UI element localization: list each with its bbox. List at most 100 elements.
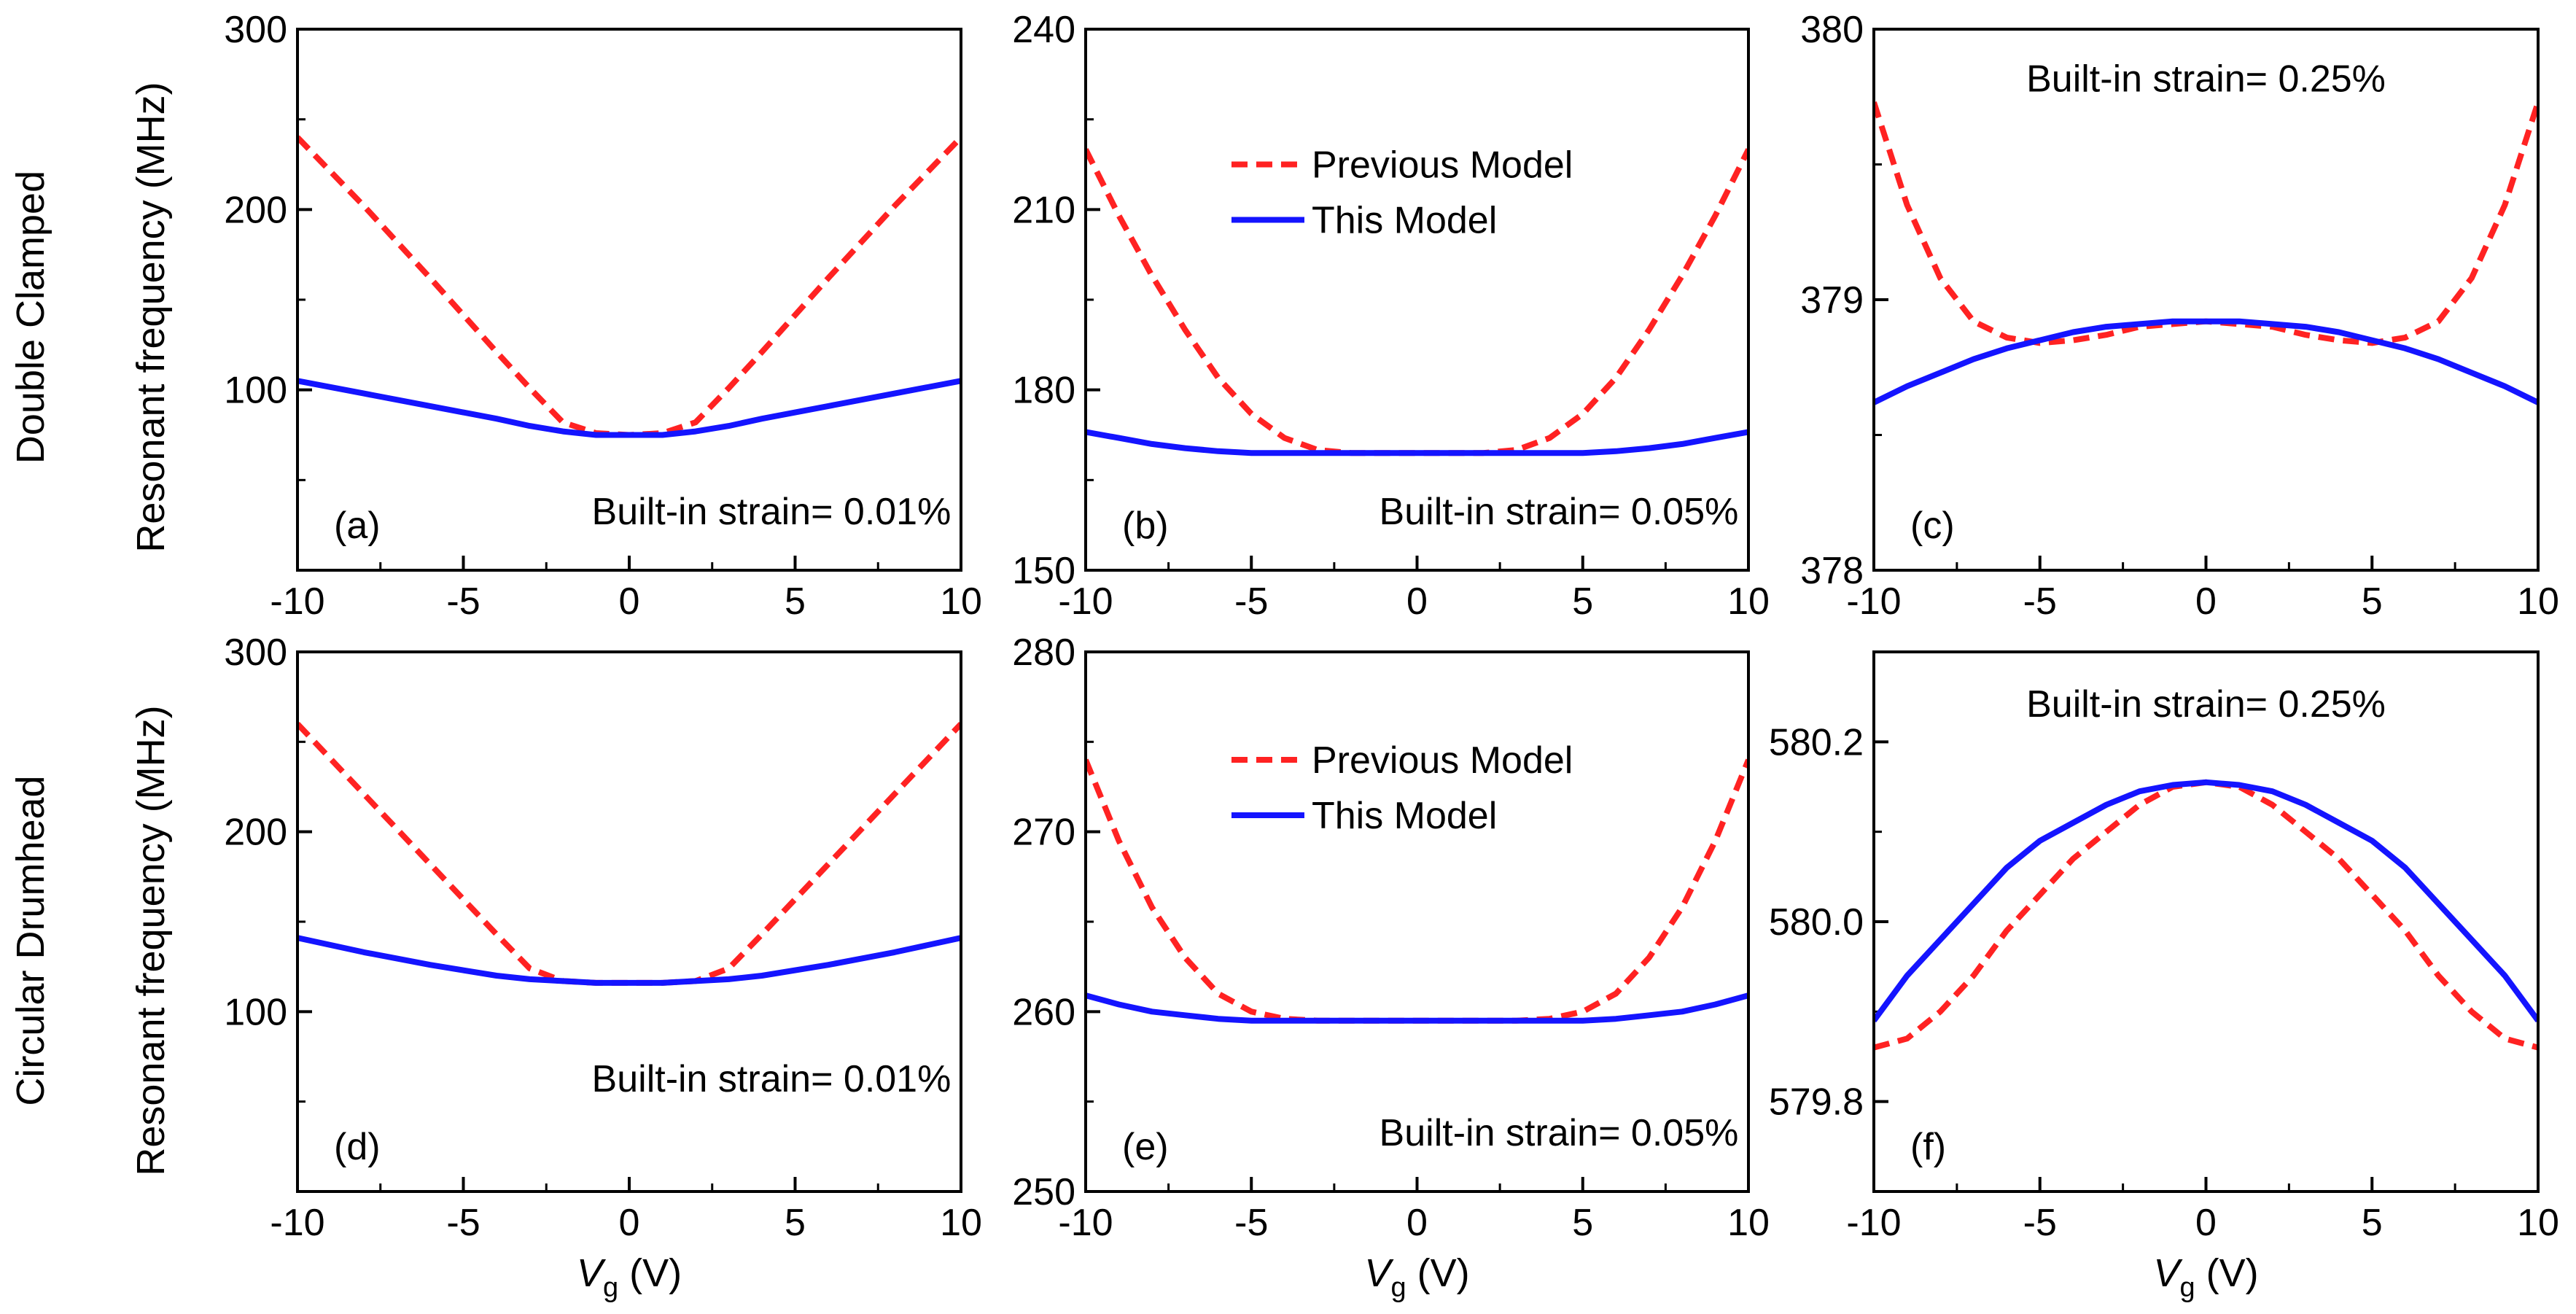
x-tick-label: 0	[1406, 1202, 1428, 1244]
y-tick-label: 180	[1012, 370, 1075, 412]
x-tick-label: -10	[1058, 1202, 1113, 1244]
legend: Previous Model This Model	[1231, 144, 1573, 242]
x-axis-label-subscript: g	[2179, 1272, 2195, 1303]
x-tick-label: -5	[2023, 580, 2057, 623]
series-group	[1874, 779, 2538, 1051]
x-axis-label-unit: (V)	[2195, 1251, 2259, 1295]
plot-frame	[296, 28, 962, 572]
x-tick-label: 10	[2517, 1202, 2559, 1244]
x-axis-label: Vg (V)	[2153, 1251, 2258, 1303]
x-tick-label: -10	[1058, 580, 1113, 623]
panel-d: -10 -5 0 5 10 100 200 300 (d) Built-in strain= 0.…	[224, 631, 982, 1303]
x-axis-label-symbol: V	[1364, 1251, 1394, 1295]
x-axis-label-subscript: g	[603, 1272, 618, 1303]
strain-annotation: Built-in strain= 0.05%	[1380, 1112, 1739, 1154]
strain-annotation: Built-in strain= 0.01%	[592, 491, 952, 533]
x-tick-label: 0	[1406, 580, 1428, 623]
legend: Previous Model This Model	[1231, 739, 1573, 837]
x-tick-label: -10	[1846, 580, 1901, 623]
x-tick-label: 5	[1572, 1202, 1593, 1244]
series-group	[1874, 101, 2538, 405]
x-axis-label-symbol: V	[577, 1251, 607, 1295]
x-tick-label: -10	[270, 1202, 324, 1244]
x-tick-label: 10	[940, 580, 982, 623]
y-tick-label: 270	[1012, 812, 1075, 854]
y-tick-label: 300	[224, 9, 287, 51]
x-tick-label: -5	[446, 1202, 480, 1244]
panel-tag: (b)	[1122, 505, 1169, 547]
legend-this-label: This Model	[1312, 795, 1497, 837]
plot-frame	[1084, 28, 1750, 572]
x-tick-label: -10	[1846, 1202, 1901, 1244]
y-tick-label: 100	[224, 370, 287, 412]
x-tick-label: 0	[619, 1202, 640, 1244]
x-tick-label: -5	[1234, 1202, 1268, 1244]
panel-c: -10 -5 0 5 10 378 379 380 (c) Built-in strain= 0.…	[1800, 9, 2559, 623]
y-tick-label: 280	[1012, 631, 1075, 674]
panel-tag: (c)	[1910, 505, 1955, 547]
previous-model-line	[297, 721, 961, 986]
x-tick-label: -10	[270, 580, 324, 623]
this-model-line	[1086, 992, 1748, 1024]
y-tick-label: 200	[224, 812, 287, 854]
legend-previous-label: Previous Model	[1312, 739, 1573, 782]
y-tick-label: 580.2	[1769, 721, 1864, 763]
x-axis-label-symbol: V	[2153, 1251, 2183, 1295]
previous-model-line	[1086, 148, 1748, 456]
x-axis-label-subscript: g	[1390, 1272, 1406, 1303]
series-group	[1086, 148, 1748, 456]
x-tick-label: 10	[940, 1202, 982, 1244]
x-tick-label: -5	[2023, 1202, 2057, 1244]
y-tick-label: 260	[1012, 991, 1075, 1033]
x-tick-label: 10	[2517, 580, 2559, 623]
series-group	[1086, 758, 1748, 1024]
panel-tag: (e)	[1122, 1126, 1169, 1168]
x-axis-label-unit: (V)	[618, 1251, 682, 1295]
y-tick-label: 210	[1012, 189, 1075, 231]
x-axis-label: Vg (V)	[577, 1251, 682, 1303]
this-model-line	[297, 378, 961, 438]
x-tick-label: 10	[1727, 580, 1770, 623]
y-tick-label: 150	[1012, 550, 1075, 592]
x-tick-label: 5	[785, 580, 806, 623]
legend-previous-label: Previous Model	[1312, 144, 1573, 187]
legend-this-label: This Model	[1312, 200, 1497, 242]
y-tick-label: 379	[1800, 279, 1864, 322]
y-tick-label: 378	[1800, 550, 1864, 592]
this-model-line	[1086, 429, 1748, 456]
this-model-line	[297, 935, 961, 986]
y-tick-label: 100	[224, 991, 287, 1033]
this-model-line	[1874, 779, 2538, 1023]
x-tick-label: 0	[2195, 1202, 2217, 1244]
x-tick-label: -5	[1234, 580, 1268, 623]
plot-frame	[296, 650, 962, 1193]
x-tick-label: -5	[446, 580, 480, 623]
panel-e: -10 -5 0 5 10 250 260 270 280 (e) Built-in strain=…	[1012, 631, 1770, 1303]
y-tick-label: 579.8	[1769, 1081, 1864, 1124]
x-tick-label: 10	[1727, 1202, 1770, 1244]
x-tick-label: 5	[2362, 580, 2383, 623]
y-tick-label: 580.0	[1769, 901, 1864, 944]
y-axis-label-bottom: Resonant frequency (MHz)	[129, 705, 173, 1175]
strain-annotation: Built-in strain= 0.01%	[592, 1058, 952, 1100]
row-label-circular-drumhead: Circular Drumhead	[9, 775, 52, 1105]
y-tick-label: 200	[224, 189, 287, 231]
series-group	[297, 135, 961, 438]
series-group	[297, 721, 961, 986]
plot-frame	[1872, 28, 2540, 572]
x-tick-label: 5	[1572, 580, 1593, 623]
plot-frame	[1872, 650, 2540, 1193]
y-tick-label: 300	[224, 631, 287, 674]
panel-tag: (f)	[1910, 1126, 1946, 1168]
y-tick-label: 380	[1800, 9, 1864, 51]
strain-annotation: Built-in strain= 0.05%	[1380, 491, 1739, 533]
y-axis-label-top: Resonant frequency (MHz)	[129, 82, 173, 552]
x-axis-label-unit: (V)	[1406, 1251, 1470, 1295]
panel-f: -10 -5 0 5 10 579.8 580.0 580.2 (f) Built-in stra…	[1769, 650, 2559, 1303]
y-tick-label: 250	[1012, 1171, 1075, 1213]
this-model-line	[1874, 318, 2538, 405]
x-tick-label: 5	[2362, 1202, 2383, 1244]
